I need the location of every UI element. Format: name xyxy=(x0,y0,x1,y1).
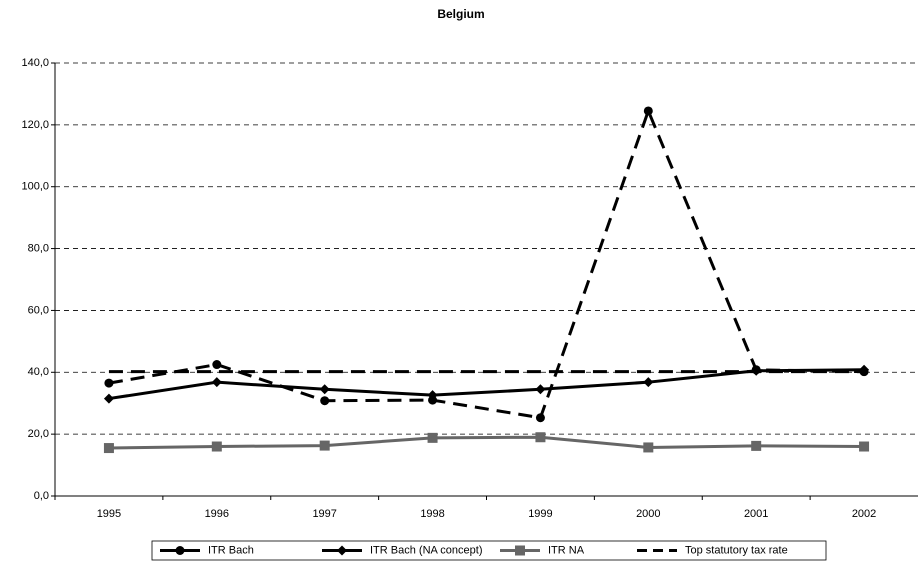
x-tick-label: 2001 xyxy=(744,508,768,520)
legend: ITR Bach ITR Bach (NA concept) ITR NA Top s… xyxy=(151,540,827,561)
series-line xyxy=(108,368,865,401)
x-tick-label: 2002 xyxy=(852,508,876,520)
x-tick-label: 1996 xyxy=(205,508,229,520)
legend-label: ITR NA xyxy=(548,544,585,556)
marker xyxy=(320,396,330,406)
marker xyxy=(212,360,222,370)
marker xyxy=(428,395,438,405)
x-tick-label: 1997 xyxy=(312,508,336,520)
marker xyxy=(643,377,654,388)
marker xyxy=(515,545,525,556)
marker xyxy=(319,384,330,395)
y-tick-label: 80,0 xyxy=(28,242,49,254)
marker xyxy=(859,367,869,377)
y-tick-label: 120,0 xyxy=(21,119,49,131)
y-tick-label: 0,0 xyxy=(34,490,49,502)
marker xyxy=(103,443,114,454)
marker xyxy=(643,442,654,453)
marker xyxy=(643,106,653,116)
marker xyxy=(751,365,761,375)
x-tick-label: 1995 xyxy=(97,508,121,520)
chart-title: Belgium xyxy=(437,7,484,21)
marker xyxy=(337,545,347,556)
marker xyxy=(175,546,185,555)
y-tick-label: 100,0 xyxy=(21,181,49,193)
x-tick-label: 1999 xyxy=(528,508,552,520)
x-tick-label: 2000 xyxy=(636,508,660,520)
marker xyxy=(427,432,438,443)
marker xyxy=(319,440,330,451)
marker xyxy=(211,377,222,388)
marker xyxy=(751,440,762,451)
x-tick-label: 1998 xyxy=(420,508,444,520)
y-tick-label: 40,0 xyxy=(28,366,49,378)
marker xyxy=(104,378,114,388)
marker xyxy=(859,441,870,452)
marker xyxy=(211,441,222,452)
legend-label: ITR Bach xyxy=(208,544,254,556)
legend-box xyxy=(151,540,827,561)
y-tick-label: 60,0 xyxy=(28,304,49,316)
marker xyxy=(535,413,545,423)
y-tick-label: 140,0 xyxy=(21,57,49,69)
marker xyxy=(535,384,546,395)
legend-label: ITR Bach (NA concept) xyxy=(370,544,483,556)
legend-label: Top statutory tax rate xyxy=(685,544,788,556)
marker xyxy=(103,393,114,404)
marker xyxy=(535,432,546,443)
y-tick-label: 20,0 xyxy=(28,428,49,440)
series-line xyxy=(108,106,865,420)
series-line xyxy=(108,435,865,450)
